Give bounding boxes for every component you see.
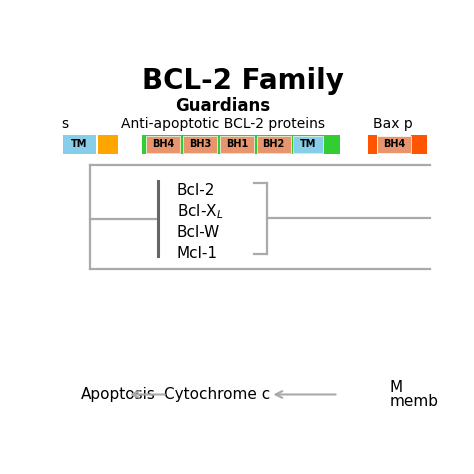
Text: Mcl-1: Mcl-1: [177, 246, 218, 261]
Text: M: M: [390, 380, 403, 395]
Bar: [183, 136, 217, 153]
Text: TM: TM: [300, 139, 317, 149]
Text: Bcl-2: Bcl-2: [177, 182, 215, 198]
Text: BCL-2 Family: BCL-2 Family: [142, 67, 344, 95]
Bar: [411, 136, 427, 154]
Text: Bax p: Bax p: [374, 118, 413, 131]
Text: Guardians: Guardians: [175, 97, 270, 115]
Bar: [368, 136, 377, 154]
Text: memb: memb: [390, 394, 439, 409]
Text: BH1: BH1: [226, 139, 248, 149]
Text: BH2: BH2: [263, 139, 285, 149]
Text: Anti-apoptotic BCL-2 proteins: Anti-apoptotic BCL-2 proteins: [121, 118, 325, 131]
Text: s: s: [61, 118, 68, 131]
Bar: [293, 136, 323, 153]
Bar: [63, 136, 96, 154]
Text: TM: TM: [71, 139, 88, 149]
Text: BH3: BH3: [189, 139, 211, 149]
Bar: [98, 136, 118, 154]
Text: Cytochrome c: Cytochrome c: [164, 387, 270, 402]
Bar: [142, 136, 340, 154]
Bar: [146, 136, 181, 153]
Text: Bcl-W: Bcl-W: [177, 225, 220, 240]
Bar: [256, 136, 291, 153]
Text: BH4: BH4: [383, 139, 405, 149]
Text: Bcl-X$_L$: Bcl-X$_L$: [177, 202, 223, 220]
Text: BH4: BH4: [152, 139, 174, 149]
Bar: [377, 136, 411, 153]
Text: Apoptosis: Apoptosis: [82, 387, 156, 402]
Bar: [220, 136, 254, 153]
